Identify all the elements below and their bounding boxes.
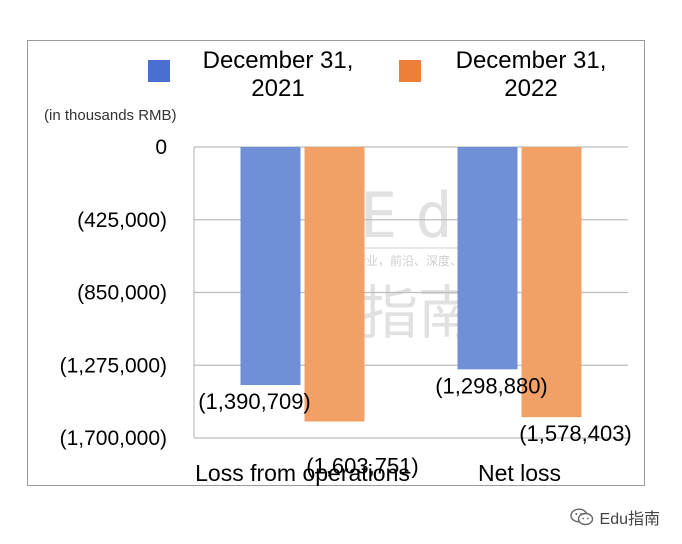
legend-label: 2022 xyxy=(504,75,557,102)
legend-label: December 31, xyxy=(456,47,607,74)
y-tick-label: 0 xyxy=(155,136,167,159)
bar xyxy=(240,147,301,386)
y-tick-label: (425,000) xyxy=(77,209,167,232)
y-tick-labels: 0 (425,000) (850,000) (1,275,000) (1,700,000… xyxy=(60,136,167,450)
legend-swatch xyxy=(399,60,421,82)
data-label: (1,578,403) xyxy=(519,421,632,446)
data-label: (1,390,709) xyxy=(198,389,311,414)
category-label: Loss from operations xyxy=(195,460,410,486)
legend-label: December 31, xyxy=(203,47,354,74)
bar xyxy=(304,147,365,422)
footer-account-name: Edu指南 xyxy=(599,511,660,528)
bar xyxy=(521,147,582,418)
y-tick-label: (1,275,000) xyxy=(60,354,167,377)
legend-swatch xyxy=(148,60,170,82)
wechat-icon xyxy=(569,508,593,526)
bar xyxy=(457,147,518,370)
data-label: (1,298,880) xyxy=(435,373,548,398)
chart-frame: Edu 教育行业，前沿、深度、独家 指南 0 (425,000) (850,000)… xyxy=(27,40,645,486)
bars xyxy=(240,147,582,422)
category-labels: Loss from operations Net loss xyxy=(195,460,561,486)
data-labels: (1,390,709) (1,603,751) (1,298,880) (1,578,… xyxy=(198,373,632,478)
watermark-chinese: 指南 xyxy=(360,279,476,347)
data-label: (1,603,751) xyxy=(306,454,419,479)
watermark-tagline: 教育行业，前沿、深度、独家 xyxy=(330,253,486,268)
footer-attribution: Edu指南 xyxy=(569,505,660,529)
category-label: Net loss xyxy=(478,460,561,486)
unit-note: (in thousands RMB) xyxy=(44,107,177,124)
y-tick-label: (850,000) xyxy=(77,282,167,305)
chart-svg: Edu 教育行业，前沿、深度、独家 指南 0(425,000)(850,000)… xyxy=(44,47,632,486)
y-tick-label: (1,700,000) xyxy=(60,427,167,450)
legend-label: 2021 xyxy=(251,75,304,102)
